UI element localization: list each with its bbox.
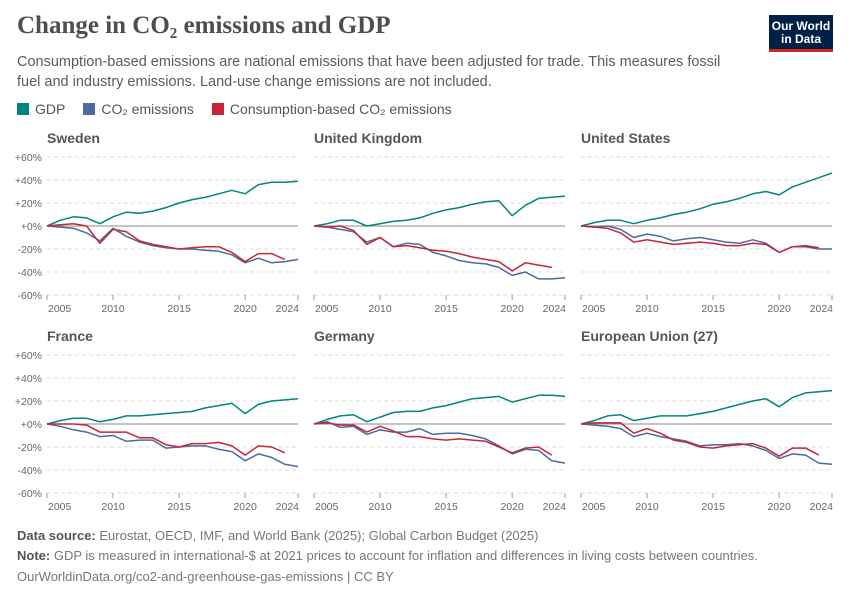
x-tick-label: 2015 (167, 501, 191, 513)
y-tick-label: -20% (17, 244, 42, 256)
data-source: Data source: Eurostat, OECD, IMF, and Wo… (17, 528, 538, 543)
x-tick-label: 2024 (276, 501, 300, 513)
series-line-co2 (46, 225, 299, 264)
series-line-gdp (46, 180, 299, 227)
series-line-co2 (313, 420, 566, 464)
series-line-consumption-co2 (313, 422, 553, 456)
series-line-gdp (46, 397, 299, 425)
x-tick-label: 2015 (167, 303, 191, 315)
y-tick-label: -60% (17, 290, 42, 302)
legend-item-co2[interactable]: CO₂ emissions (83, 101, 194, 117)
series-line-co2 (46, 423, 299, 468)
panel-title: France (47, 328, 93, 344)
x-tick-label: 2020 (500, 501, 524, 513)
chart-title: Change in CO₂ emissions and GDP (17, 12, 391, 39)
source-label: Data source: (17, 528, 96, 543)
x-tick-label: 2010 (635, 501, 659, 513)
y-tick-label: +20% (15, 198, 42, 210)
legend-label: GDP (35, 101, 66, 117)
series-line-gdp (580, 172, 833, 227)
y-tick-label: -40% (17, 465, 42, 477)
x-tick-label: 2010 (101, 303, 125, 315)
y-tick-label: -20% (17, 442, 42, 454)
series-line-consumption-co2 (580, 225, 819, 254)
y-tick-label: +40% (15, 175, 42, 187)
panel-title: Germany (314, 328, 375, 344)
panel-title: European Union (27) (581, 328, 718, 344)
x-tick-label: 2015 (701, 303, 725, 315)
panel-title: United States (581, 130, 671, 146)
legend-label: Consumption-based CO₂ emissions (229, 101, 452, 117)
legend-swatch (83, 103, 96, 115)
x-tick-label: 2010 (101, 501, 125, 513)
x-tick-label: 2024 (810, 501, 834, 513)
x-tick-label: 2005 (582, 303, 606, 315)
panel-title: United Kingdom (314, 130, 422, 146)
x-tick-label: 2020 (500, 303, 524, 315)
x-tick-label: 2024 (543, 501, 567, 513)
y-tick-label: +60% (15, 350, 42, 362)
y-tick-label: +0% (21, 419, 42, 431)
x-tick-label: 2005 (315, 303, 339, 315)
note-label: Note: (17, 548, 51, 563)
series-line-co2 (580, 225, 832, 254)
y-tick-label: +60% (15, 152, 42, 164)
logo-text: Our World in Data (771, 19, 831, 46)
series-line-gdp (580, 389, 833, 425)
x-tick-label: 2020 (233, 501, 257, 513)
y-tick-label: +20% (15, 396, 42, 408)
legend-swatch (17, 103, 29, 115)
series-line-consumption-co2 (313, 225, 552, 272)
x-tick-label: 2005 (582, 501, 606, 513)
legend-swatch (211, 103, 224, 115)
owid-logo[interactable]: Our World in Data (769, 15, 833, 52)
series-line-gdp (313, 394, 566, 425)
x-tick-label: 2005 (315, 501, 339, 513)
x-tick-label: 2024 (276, 303, 300, 315)
x-tick-label: 2010 (368, 501, 392, 513)
x-tick-label: 2020 (767, 303, 791, 315)
x-tick-label: 2024 (810, 303, 834, 315)
note-text: GDP is measured in international-$ at 20… (50, 548, 758, 563)
series-line-gdp (313, 195, 566, 227)
x-tick-label: 2015 (434, 303, 458, 315)
legend: GDP CO₂ emissions Consumption-based CO₂ … (17, 101, 452, 117)
chart-subtitle: Consumption-based emissions are national… (17, 54, 721, 90)
x-tick-label: 2005 (48, 303, 72, 315)
panel-title: Sweden (47, 130, 100, 146)
y-tick-label: -60% (17, 488, 42, 500)
footer-url[interactable]: OurWorldinData.org/co2-and-greenhouse-ga… (17, 569, 394, 584)
x-tick-label: 2015 (434, 501, 458, 513)
series-line-consumption-co2 (580, 422, 820, 457)
legend-label: CO₂ emissions (101, 101, 194, 117)
x-tick-label: 2024 (543, 303, 567, 315)
y-tick-label: +40% (15, 373, 42, 385)
x-tick-label: 2010 (368, 303, 392, 315)
x-tick-label: 2020 (233, 303, 257, 315)
x-tick-label: 2020 (767, 501, 791, 513)
x-tick-label: 2010 (635, 303, 659, 315)
source-text: Eurostat, OECD, IMF, and World Bank (202… (95, 528, 539, 543)
series-line-consumption-co2 (46, 222, 286, 263)
legend-item-gdp[interactable]: GDP (17, 101, 65, 117)
y-tick-label: +0% (21, 221, 42, 233)
series-line-consumption-co2 (47, 423, 286, 456)
y-tick-label: -40% (17, 267, 42, 279)
legend-item-consumption-co2[interactable]: Consumption-based CO₂ emissions (211, 101, 452, 117)
x-tick-label: 2015 (701, 501, 725, 513)
note: Note: GDP is measured in international-$… (17, 548, 758, 563)
x-tick-label: 2005 (48, 501, 72, 513)
series-line-co2 (313, 225, 566, 280)
series-line-co2 (580, 423, 833, 466)
